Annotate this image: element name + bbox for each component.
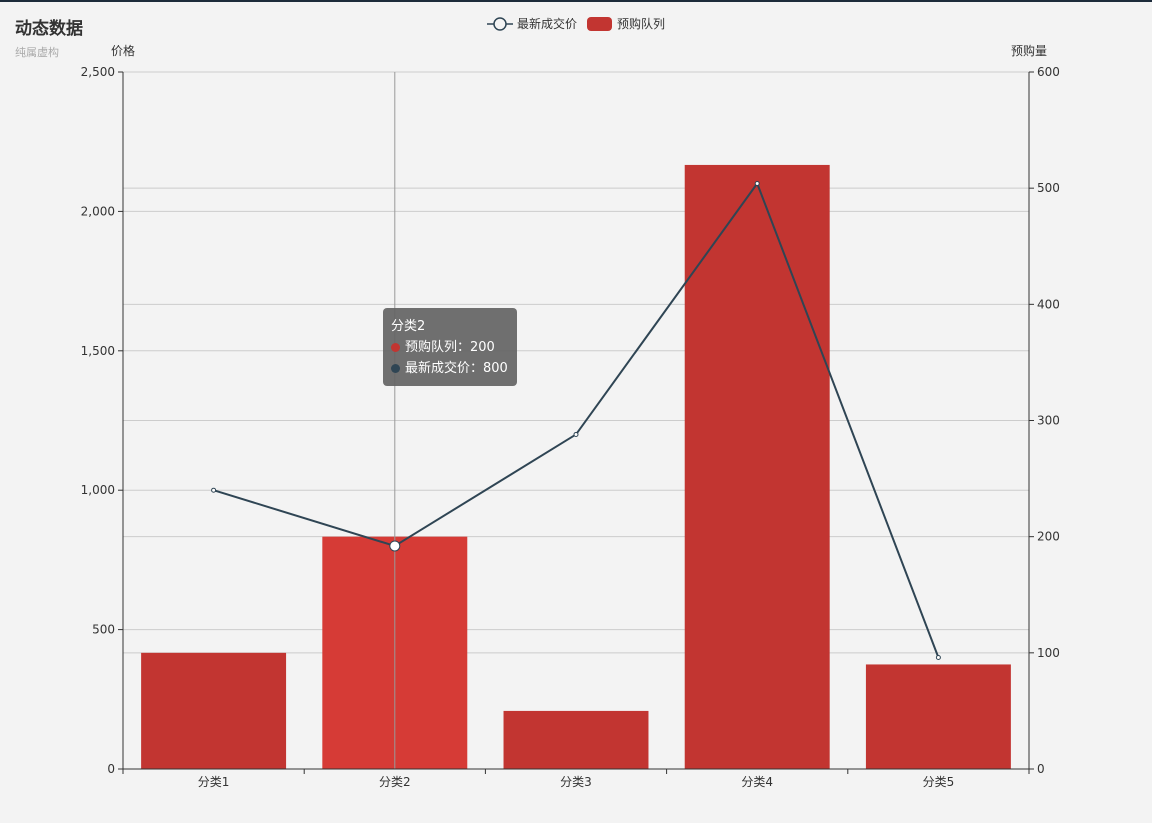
tooltip-bar-text: 预购队列：200 xyxy=(405,340,495,355)
bar-3 xyxy=(503,710,649,769)
line-point-1 xyxy=(211,487,217,493)
y-right-tick-label: 500 xyxy=(1037,181,1060,195)
chart-title: 动态数据 xyxy=(15,19,83,39)
y-left-tick-label: 500 xyxy=(92,623,115,637)
y-left-tick-label: 1,000 xyxy=(81,483,115,497)
tooltip-line-row: 最新成交价：800 xyxy=(391,358,508,379)
tooltip-line-text: 最新成交价：800 xyxy=(405,361,508,376)
line-point-5 xyxy=(935,654,941,660)
bar-5 xyxy=(865,664,1011,769)
x-tick-label: 分类5 xyxy=(923,775,955,789)
bar-1 xyxy=(141,652,287,769)
x-tick-label: 分类3 xyxy=(560,775,592,789)
chart-subtitle: 纯属虚构 xyxy=(15,46,59,59)
y-left-axis-label: 价格 xyxy=(111,43,135,58)
x-tick-label: 分类1 xyxy=(198,775,230,789)
window-top-border xyxy=(0,0,1152,2)
legend-line-marker-icon xyxy=(493,17,507,31)
y-right-tick-label: 600 xyxy=(1037,65,1060,79)
y-right-tick-label: 400 xyxy=(1037,297,1060,311)
legend-item-bar: 预购队列 xyxy=(617,16,665,31)
line-point-2 xyxy=(389,540,401,552)
bar-4 xyxy=(684,164,830,769)
y-left-tick-label: 2,000 xyxy=(81,204,115,218)
line-point-4 xyxy=(754,181,760,187)
y-right-axis-label: 预购量 xyxy=(1011,43,1047,58)
y-right-tick-label: 300 xyxy=(1037,414,1060,428)
y-right-tick-label: 200 xyxy=(1037,530,1060,544)
y-left-tick-label: 2,500 xyxy=(81,65,115,79)
x-tick-label: 分类4 xyxy=(741,775,773,789)
chart-tooltip: 分类2 预购队列：200 最新成交价：800 xyxy=(383,308,517,386)
x-tick-label: 分类2 xyxy=(379,775,411,789)
y-right-tick-label: 0 xyxy=(1037,762,1045,776)
tooltip-line-dot-icon xyxy=(391,364,400,373)
tooltip-bar-row: 预购队列：200 xyxy=(391,337,508,358)
y-left-tick-label: 1,500 xyxy=(81,344,115,358)
legend-bar-swatch xyxy=(587,17,612,31)
y-right-tick-label: 100 xyxy=(1037,646,1060,660)
line-point-3 xyxy=(573,431,579,437)
tooltip-bar-dot-icon xyxy=(391,343,400,352)
tooltip-category: 分类2 xyxy=(391,319,426,334)
legend-item-line: 最新成交价 xyxy=(517,16,577,31)
y-left-tick-label: 0 xyxy=(107,762,115,776)
